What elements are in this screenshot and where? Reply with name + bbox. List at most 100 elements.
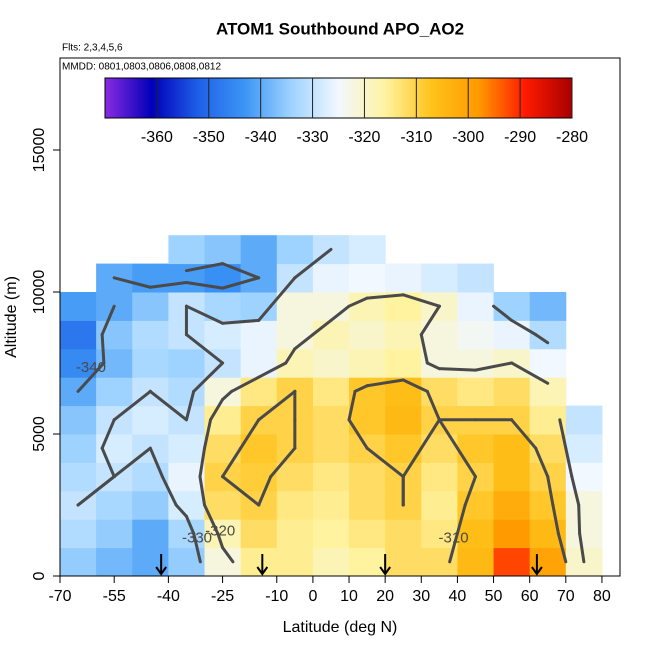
heat-cell: [60, 462, 97, 492]
x-tick-label: -40: [157, 588, 180, 605]
heat-cell: [385, 519, 422, 549]
heat-cell: [276, 519, 314, 549]
heat-cell: [240, 547, 278, 577]
contour-line: [160, 475, 178, 507]
contour-line: [184, 514, 196, 535]
contour-line: [564, 446, 574, 479]
heat-cell: [96, 519, 133, 549]
heat-cell: [529, 291, 567, 321]
heat-cell: [204, 235, 242, 265]
heat-cell: [493, 490, 531, 520]
contour-line: [100, 446, 116, 479]
heat-cell: [240, 348, 278, 378]
colorbar-tick-label: -310: [400, 129, 432, 146]
heat-cell: [349, 519, 386, 549]
contour-line: [577, 503, 582, 535]
contour-line: [347, 296, 369, 308]
contour-line: [221, 318, 261, 325]
contour-line: [353, 384, 369, 393]
contour-line: [174, 503, 188, 518]
heat-cell: [565, 405, 603, 435]
heat-cell: [204, 320, 242, 350]
heat-cell: [168, 377, 206, 407]
heat-cell: [457, 377, 495, 407]
heat-cell: [493, 519, 531, 549]
heat-cell: [457, 348, 495, 378]
heat-cell: [168, 433, 206, 463]
contour-line: [100, 418, 116, 450]
contour-line: [184, 389, 196, 422]
contour-line: [510, 361, 550, 385]
contour-line: [112, 276, 152, 289]
arrow-head: [531, 566, 543, 576]
contour-line: [221, 475, 261, 507]
x-tick-label: 80: [593, 588, 611, 605]
heat-cell: [493, 547, 531, 577]
heat-cell: [312, 547, 350, 577]
heat-cell: [493, 320, 531, 350]
heat-cell: [60, 519, 97, 549]
contour-line: [198, 446, 207, 479]
heat-cell: [312, 519, 350, 549]
contour-line: [230, 375, 261, 393]
heat-cell: [240, 235, 278, 265]
contour-line: [293, 333, 315, 351]
contour-line: [551, 503, 560, 535]
x-tick-label: 30: [412, 588, 430, 605]
heat-cell: [493, 377, 531, 407]
contour-line: [311, 318, 333, 337]
arrow-head: [256, 566, 269, 576]
heat-cell: [421, 462, 458, 492]
heat-cell: [457, 320, 495, 350]
contour-line: [192, 531, 202, 564]
heat-cell: [168, 235, 206, 265]
subtitle: Flts: 2,3,4,5,6: [62, 43, 123, 54]
heat-cell: [529, 348, 567, 378]
heat-cell: [312, 320, 350, 350]
heat-cell: [421, 490, 458, 520]
heat-cell: [565, 490, 603, 520]
heat-cell: [96, 547, 133, 577]
contour-line: [100, 333, 106, 365]
annotation: MMDD: 0801,0803,0806,0808,0812: [62, 62, 221, 73]
contour-label: -320: [205, 522, 235, 539]
heat-cell: [276, 490, 314, 520]
colorbar-tick-label: -300: [452, 129, 484, 146]
y-tick-label: 0: [31, 571, 48, 580]
contour-line: [425, 361, 441, 371]
heat-cell: [60, 291, 97, 321]
x-tick-label: 0: [308, 588, 317, 605]
contour-line: [100, 304, 116, 337]
contour-line: [257, 475, 273, 507]
heat-cell: [457, 291, 495, 321]
heat-cell: [240, 377, 278, 407]
heat-cell: [204, 519, 242, 549]
contour-line: [419, 304, 441, 337]
contour-line: [216, 531, 225, 550]
arrow-head: [379, 566, 391, 576]
heat-cell: [349, 547, 386, 577]
x-tick-label: 40: [449, 588, 467, 605]
contour-line: [257, 389, 297, 422]
heat-cell: [276, 320, 314, 350]
contour-line: [221, 276, 261, 290]
contour-line: [203, 503, 220, 535]
heat-cell: [493, 291, 531, 321]
heat-cell: [493, 462, 531, 492]
contour-line: [570, 475, 581, 507]
contour-label: -340: [76, 359, 106, 376]
heat-cell: [349, 490, 386, 520]
heat-cell: [312, 433, 350, 463]
heat-cell: [240, 519, 278, 549]
contour-line: [209, 398, 225, 422]
contour-line: [419, 333, 429, 365]
contour-line: [347, 418, 369, 450]
contour-line: [419, 418, 441, 450]
heat-cell: [421, 519, 458, 549]
contour-line: [558, 418, 568, 450]
contour-line: [534, 446, 550, 479]
contour-line: [269, 446, 297, 479]
heat-cell: [60, 348, 97, 378]
contour-line: [401, 378, 429, 393]
